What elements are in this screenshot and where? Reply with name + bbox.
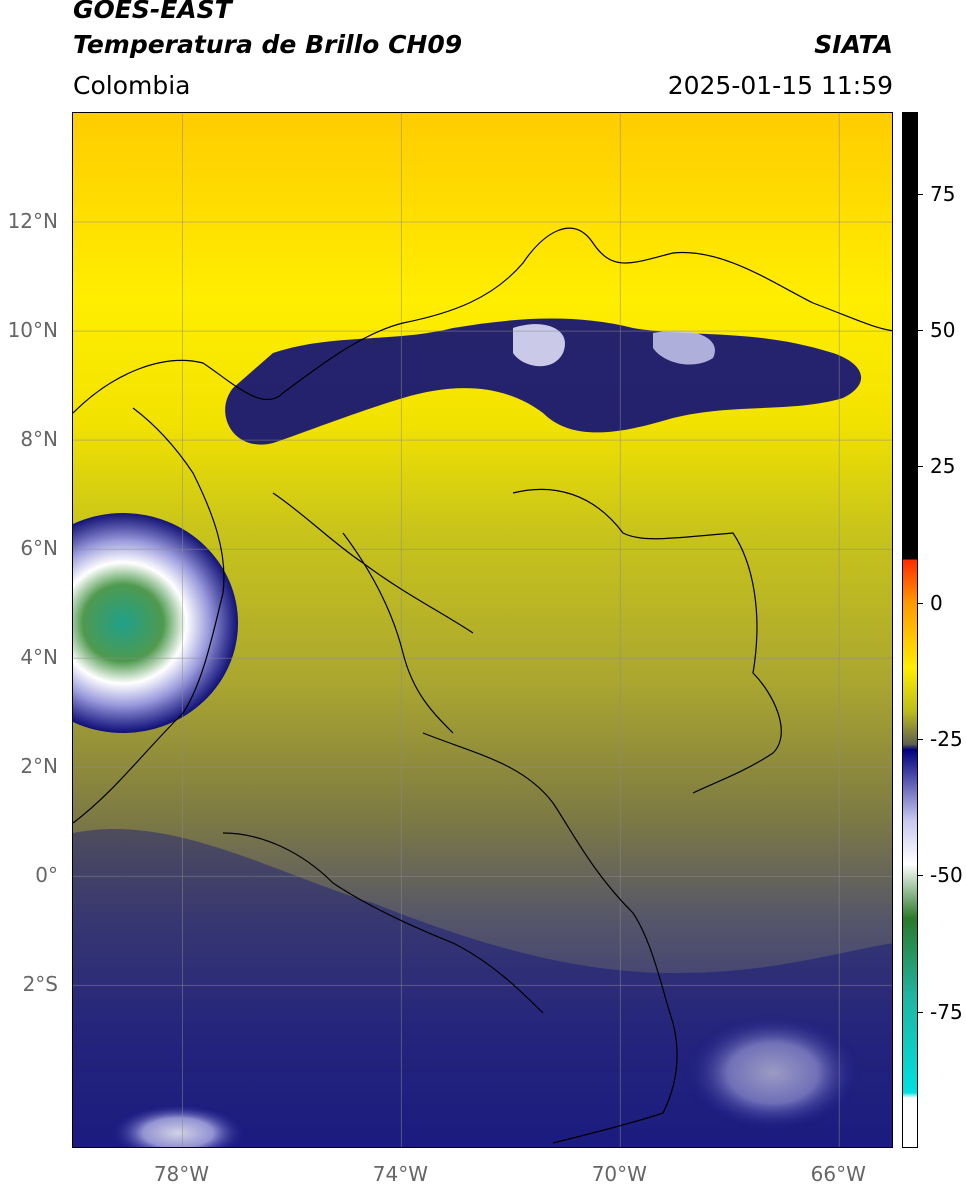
- lat-label: 12°N: [7, 209, 58, 234]
- lat-label: 8°N: [20, 427, 58, 452]
- colorbar-tick: [918, 330, 923, 332]
- cloud-core-north: [513, 324, 565, 367]
- satellite-title: GOES-EAST: [73, 0, 232, 24]
- lon-label: 78°W: [153, 1162, 210, 1186]
- lon-label: 66°W: [810, 1162, 866, 1186]
- colorbar-label: -50: [930, 863, 963, 888]
- colorbar-label: 0: [930, 590, 943, 615]
- lat-label: 0°: [35, 863, 58, 888]
- lon-label: 70°W: [591, 1162, 647, 1186]
- cloud-east: [683, 1013, 863, 1133]
- lon-label: 74°W: [372, 1162, 429, 1186]
- colorbar-label: 25: [930, 454, 956, 479]
- colorbar-label: -75: [930, 999, 963, 1024]
- agency-label: SIATA: [814, 30, 893, 59]
- colorbar-tick: [918, 1011, 923, 1013]
- colorbar-tick: [918, 739, 923, 741]
- cloud-southwest: [108, 1103, 248, 1147]
- colorbar-label: 75: [930, 181, 956, 206]
- colorbar-tick: [918, 193, 923, 195]
- colorbar-tick: [918, 875, 923, 877]
- colorbar: [902, 112, 918, 1148]
- lat-label: 2°N: [20, 754, 58, 779]
- colorbar-label: 50: [930, 318, 956, 343]
- lat-label: 2°S: [22, 972, 58, 997]
- product-title: Temperatura de Brillo CH09: [73, 30, 463, 59]
- satellite-map[interactable]: [72, 112, 893, 1148]
- graticule: [73, 113, 892, 1147]
- datetime-label: 2025-01-15 11:59: [667, 71, 893, 100]
- borders: [73, 227, 892, 1144]
- lat-label: 6°N: [20, 536, 58, 561]
- colorbar-label: -25: [930, 727, 963, 752]
- map-canvas: [73, 113, 892, 1147]
- lat-label: 4°N: [20, 645, 58, 670]
- region-label: Colombia: [73, 71, 191, 100]
- cloud-core-north-2: [653, 330, 715, 365]
- colorbar-tick: [918, 466, 923, 468]
- pacific-storm: [73, 513, 238, 733]
- lat-label: 10°N: [7, 318, 58, 343]
- colorbar-tick: [918, 602, 923, 604]
